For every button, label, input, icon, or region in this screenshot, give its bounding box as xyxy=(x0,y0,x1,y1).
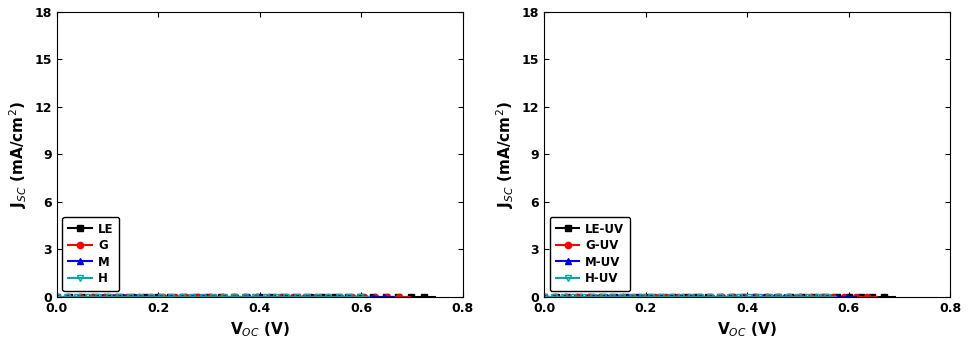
M xyxy=(336,295,348,299)
LE xyxy=(52,295,64,299)
G-UV xyxy=(737,295,748,299)
M-UV xyxy=(538,295,550,299)
G xyxy=(259,295,271,299)
G xyxy=(261,295,273,299)
G xyxy=(348,295,360,299)
G-UV xyxy=(840,295,852,299)
LE-UV xyxy=(745,295,757,299)
H-UV xyxy=(538,295,550,299)
H xyxy=(334,295,346,299)
Line: M: M xyxy=(53,294,398,300)
M xyxy=(257,295,269,299)
G xyxy=(404,295,415,299)
LE-UV xyxy=(753,295,765,299)
M xyxy=(52,295,64,299)
G xyxy=(52,295,64,299)
LE xyxy=(429,295,440,299)
M-UV xyxy=(723,295,735,299)
Line: M-UV: M-UV xyxy=(541,294,860,300)
Line: G-UV: G-UV xyxy=(541,294,880,300)
LE xyxy=(50,295,62,299)
LE xyxy=(275,295,287,299)
H-UV xyxy=(539,295,551,299)
Line: G: G xyxy=(53,294,412,300)
H-UV xyxy=(831,295,842,299)
M xyxy=(357,295,369,299)
M xyxy=(252,295,263,299)
LE-UV xyxy=(539,295,551,299)
H xyxy=(50,295,62,299)
H xyxy=(52,295,64,299)
M-UV xyxy=(851,295,862,299)
LE xyxy=(276,295,287,299)
Line: H-UV: H-UV xyxy=(541,294,839,300)
G-UV xyxy=(539,295,551,299)
Line: LE-UV: LE-UV xyxy=(541,294,897,300)
X-axis label: V$_{OC}$ (V): V$_{OC}$ (V) xyxy=(229,320,289,339)
G xyxy=(267,295,279,299)
X-axis label: V$_{OC}$ (V): V$_{OC}$ (V) xyxy=(717,320,777,339)
H-UV xyxy=(712,295,724,299)
LE-UV xyxy=(538,295,550,299)
H-UV xyxy=(711,295,723,299)
G xyxy=(50,295,62,299)
H-UV xyxy=(784,295,796,299)
G-UV xyxy=(819,295,831,299)
Legend: LE, G, M, H: LE, G, M, H xyxy=(63,217,119,291)
G-UV xyxy=(741,295,753,299)
Line: H: H xyxy=(53,294,372,300)
LE-UV xyxy=(856,295,867,299)
H xyxy=(235,295,247,299)
H xyxy=(237,295,249,299)
H-UV xyxy=(802,295,814,299)
G-UV xyxy=(735,295,746,299)
M xyxy=(388,295,400,299)
G-UV xyxy=(871,295,883,299)
LE xyxy=(283,295,294,299)
M-UV xyxy=(539,295,551,299)
H xyxy=(242,295,254,299)
Legend: LE-UV, G-UV, M-UV, H-UV: LE-UV, G-UV, M-UV, H-UV xyxy=(550,217,630,291)
LE xyxy=(370,295,381,299)
LE xyxy=(394,295,406,299)
M xyxy=(50,295,62,299)
Line: LE: LE xyxy=(53,294,439,300)
LE-UV xyxy=(747,295,759,299)
M-UV xyxy=(730,295,741,299)
G xyxy=(371,295,382,299)
H-UV xyxy=(717,295,729,299)
Y-axis label: J$_{SC}$ (mA/cm$^2$): J$_{SC}$ (mA/cm$^2$) xyxy=(7,101,29,208)
M-UV xyxy=(822,295,833,299)
M xyxy=(251,295,262,299)
Y-axis label: J$_{SC}$ (mA/cm$^2$): J$_{SC}$ (mA/cm$^2$) xyxy=(495,101,516,208)
G-UV xyxy=(538,295,550,299)
M-UV xyxy=(802,295,813,299)
H xyxy=(363,295,375,299)
M-UV xyxy=(724,295,736,299)
LE-UV xyxy=(889,295,900,299)
H xyxy=(314,295,325,299)
LE-UV xyxy=(833,295,845,299)
